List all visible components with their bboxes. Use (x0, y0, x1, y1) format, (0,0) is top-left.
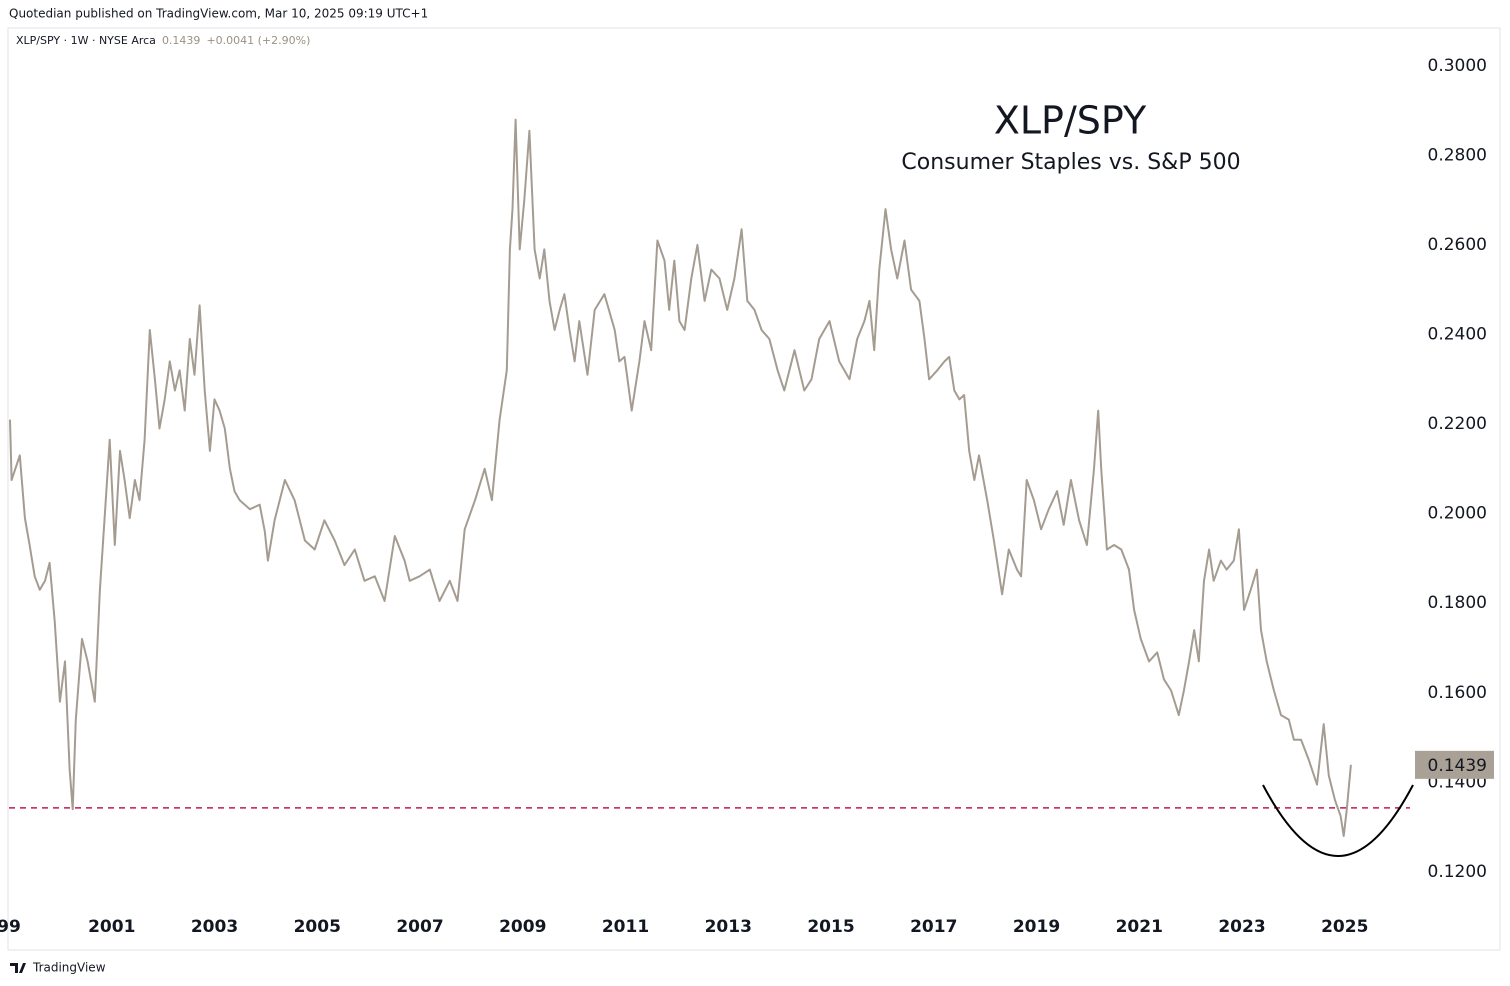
last-price: 0.1439 (162, 34, 201, 47)
x-tick-label: 2003 (191, 917, 238, 937)
y-tick-label: 0.1200 (1428, 862, 1487, 882)
x-tick-label: 99 (0, 917, 21, 937)
chart-subtitle: Consumer Staples vs. S&P 500 (901, 150, 1240, 175)
price-line (9, 118, 1352, 837)
y-tick-label: 0.2400 (1428, 325, 1487, 345)
price-change: +0.0041 (+2.90%) (206, 34, 310, 47)
symbol-line: XLP/SPY · 1W · NYSE Arca 0.1439 +0.0041 (+… (16, 34, 310, 47)
x-tick-label: 2013 (705, 917, 752, 937)
y-tick-label: 0.1600 (1428, 683, 1487, 703)
frame (7, 27, 1501, 951)
x-tick-label: 2017 (910, 917, 957, 937)
x-tick-label: 2007 (396, 917, 443, 937)
annotation-arc (1262, 784, 1414, 857)
x-tick-label: 2015 (807, 917, 854, 937)
y-tick-label: 0.2600 (1428, 235, 1487, 255)
x-tick-label: 2011 (602, 917, 649, 937)
chart-title: XLP/SPY (994, 99, 1147, 143)
x-tick-label: 2025 (1321, 917, 1368, 937)
last-price-label: 0.1439 (1428, 756, 1487, 776)
y-tick-label: 0.1800 (1428, 593, 1487, 613)
footer-logo (10, 963, 26, 973)
x-tick-label: 2021 (1116, 917, 1163, 937)
x-tick-label: 2019 (1013, 917, 1060, 937)
published-note: Quotedian published on TradingView.com, … (9, 7, 428, 21)
symbol: XLP/SPY · 1W · NYSE Arca (16, 34, 156, 47)
y-tick-label: 0.2200 (1428, 414, 1487, 434)
y-tick-label: 0.2000 (1428, 504, 1487, 524)
y-tick-label: 0.3000 (1428, 56, 1487, 76)
x-tick-label: 2023 (1218, 917, 1265, 937)
y-tick-label: 0.2800 (1428, 145, 1487, 165)
brand: TradingView (32, 961, 106, 975)
last-price-box (1415, 750, 1494, 779)
x-tick-label: 2005 (294, 917, 341, 937)
x-tick-label: 2009 (499, 917, 546, 937)
x-tick-label: 2001 (88, 917, 135, 937)
